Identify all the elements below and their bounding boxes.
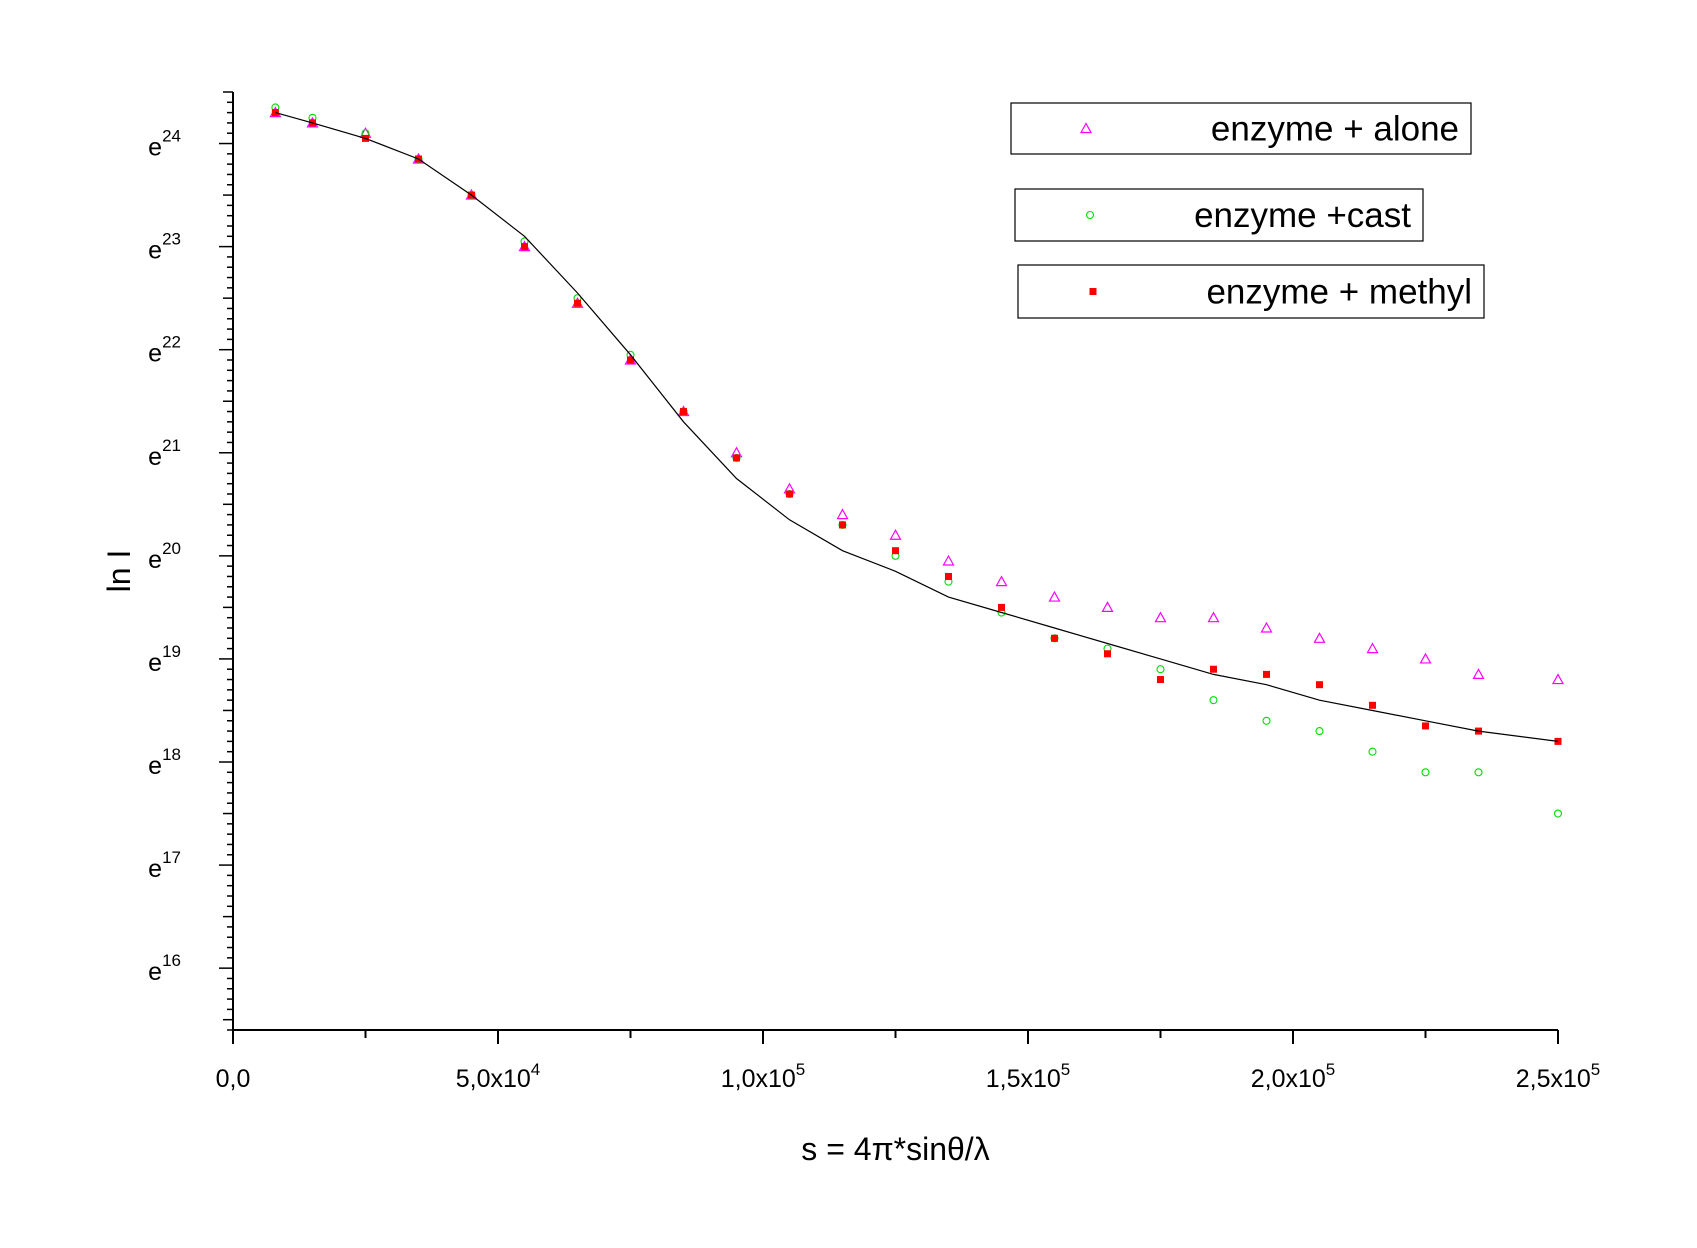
data-point: [786, 490, 793, 498]
data-point: [521, 243, 528, 251]
data-point: [995, 575, 1008, 587]
data-point: [1474, 768, 1483, 777]
data-point: [998, 603, 1005, 611]
axes: 0,0 5,0x104 1,0x105 1,5x105 2,0x105 2,5x105 e1…: [148, 91, 1601, 1093]
data-point: [1101, 601, 1114, 612]
data-point: [1048, 590, 1061, 602]
legend-entry: enzyme + alone: [1010, 102, 1472, 155]
y-tick-label: e20: [148, 539, 181, 574]
data-point: [1262, 716, 1271, 725]
legend: enzyme + alone enzyme +cast enzyme + methy…: [1010, 102, 1485, 319]
y-axis-title: ln I: [101, 550, 137, 593]
data-point: [1157, 676, 1164, 684]
legend-box: [1014, 188, 1424, 242]
y-tick-label: e24: [148, 127, 181, 162]
data-point: [1156, 665, 1165, 674]
data-point: [1472, 668, 1485, 679]
data-point: [1315, 727, 1324, 736]
y-tick-label: e19: [148, 642, 181, 677]
data-point: [1154, 611, 1167, 623]
data-point: [836, 508, 849, 520]
legend-label: enzyme + methyl: [1206, 273, 1472, 312]
data-point: [627, 356, 634, 364]
data-point: [1207, 611, 1220, 623]
data-point: [945, 572, 952, 580]
x-tick-label: 5,0x104: [456, 1060, 541, 1093]
data-point: [1553, 809, 1563, 818]
legend-entry: enzyme + methyl: [1017, 264, 1485, 319]
data-point: [1263, 670, 1270, 678]
series-3: [275, 112, 1559, 742]
data-point: [1551, 673, 1565, 685]
data-point: [1421, 768, 1430, 777]
y-tick-label: e21: [148, 436, 181, 471]
data-point: [1422, 722, 1429, 730]
data-point: [680, 408, 687, 416]
x-tick-label: 2,5x105: [1516, 1060, 1601, 1093]
legend-marker: [1079, 122, 1093, 134]
data-point: [1210, 665, 1217, 673]
x-tick-label: 1,5x105: [986, 1060, 1071, 1093]
data-point: [733, 454, 740, 462]
data-point: [1419, 652, 1432, 664]
y-tick-label: e23: [148, 230, 181, 265]
x-tick-label: 0,0: [216, 1065, 251, 1093]
legend-label: enzyme +cast: [1194, 196, 1411, 235]
data-point: [1209, 696, 1218, 705]
data-point: [1104, 650, 1111, 658]
x-tick-label: 2,0x105: [1251, 1060, 1336, 1093]
series-layer: [269, 103, 1565, 818]
data-point: [1313, 632, 1326, 643]
data-point: [889, 528, 902, 540]
fit-line: [275, 112, 1559, 742]
legend-box: [1010, 102, 1472, 155]
legend-marker: [1089, 288, 1097, 295]
legend-marker: [1085, 210, 1095, 220]
legend-label: enzyme + alone: [1211, 110, 1459, 149]
data-point: [1316, 681, 1323, 689]
data-point: [1051, 634, 1058, 642]
data-point: [1368, 747, 1377, 756]
data-point: [1369, 701, 1376, 709]
data-point: [574, 299, 581, 307]
data-point: [839, 521, 846, 529]
data-point: [892, 547, 899, 555]
y-tick-label: e17: [148, 848, 181, 883]
legend-entry: enzyme +cast: [1014, 188, 1424, 242]
data-point: [1260, 621, 1273, 633]
data-point: [942, 554, 955, 566]
data-point: [1366, 642, 1379, 654]
x-tick-label: 1,0x105: [721, 1060, 806, 1093]
x-axis-title: s = 4π*sinθ/λ: [801, 1131, 989, 1167]
y-tick-label: e22: [148, 333, 181, 368]
y-tick-label: e16: [148, 951, 181, 986]
y-tick-label: e18: [148, 745, 181, 780]
